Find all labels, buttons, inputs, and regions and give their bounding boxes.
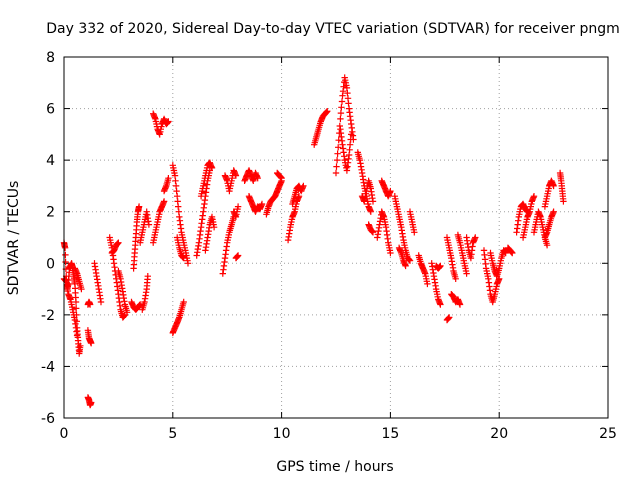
y-tick-label: -2 [41,308,55,324]
x-tick-label: 25 [599,426,617,442]
x-axis-label: GPS time / hours [276,459,393,475]
chart-title: Day 332 of 2020, Sidereal Day-to-day VTE… [46,21,620,37]
x-tick-label: 10 [273,426,291,442]
y-tick-label: 4 [46,153,55,169]
y-axis-label: SDTVAR / TECUs [6,181,22,296]
y-tick-label: 0 [46,256,55,272]
x-tick-label: 0 [60,426,69,442]
x-tick-label: 20 [490,426,508,442]
y-tick-label: 2 [46,205,55,221]
x-tick-label: 15 [381,426,399,442]
plot-frame [63,56,609,419]
y-tick-label: -4 [41,359,55,375]
data-points [60,74,567,409]
grid [64,57,608,418]
y-tick-label: 6 [46,102,55,118]
y-tick-label: 8 [46,50,55,66]
y-tick-label: -6 [41,411,55,427]
x-tick-label: 5 [168,426,177,442]
data-point-markers [60,74,567,409]
